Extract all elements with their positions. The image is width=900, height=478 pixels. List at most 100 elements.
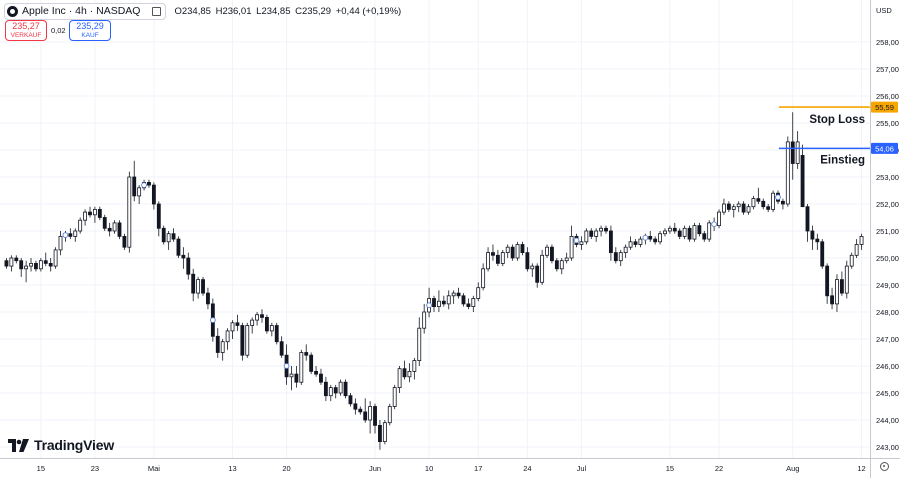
candle-body — [201, 279, 205, 294]
y-tick-label: 252,00 — [876, 200, 899, 209]
event-marker — [711, 221, 717, 228]
candle-body — [338, 381, 343, 394]
y-tick-label: 248,00 — [876, 308, 899, 317]
candle-body — [500, 252, 505, 264]
candle-body — [215, 335, 220, 353]
ohlc-values: O234,85 H236,01 L234,85 C235,29 +0,44 (+… — [174, 6, 403, 17]
candle-body — [579, 241, 584, 245]
candle-body — [599, 227, 604, 232]
sell-price: 235,27 — [12, 20, 40, 31]
candle-body — [83, 211, 88, 221]
candle-body — [4, 260, 9, 267]
x-tick-label: Mai — [148, 464, 160, 473]
candle-body — [687, 227, 692, 240]
level-name-label: Stop Loss — [809, 114, 865, 126]
candle-body — [471, 298, 476, 308]
candle-body — [790, 141, 795, 164]
y-tick-label: 247,00 — [876, 335, 899, 344]
sell-button[interactable]: 235,27 VERKAUF — [5, 20, 47, 41]
event-marker — [642, 234, 649, 241]
candle-body — [520, 244, 525, 254]
candle-body — [378, 424, 382, 442]
candle-body — [38, 260, 43, 270]
symbol-selector[interactable]: Apple Inc · 4h · NASDAQ — [4, 2, 167, 20]
candle-body — [112, 222, 117, 232]
candle-body — [535, 265, 540, 283]
candle-body — [771, 192, 776, 210]
candle-body — [726, 203, 731, 210]
candle-body — [220, 341, 225, 353]
y-tick-label: 244,00 — [876, 416, 899, 425]
candle-body — [604, 227, 608, 232]
candle-body — [756, 198, 761, 202]
candle-body — [815, 238, 820, 243]
candle-body — [309, 354, 314, 372]
candle-body — [795, 141, 800, 164]
candle-body — [859, 235, 864, 245]
candle-body — [92, 208, 97, 216]
candle-body — [466, 303, 471, 307]
y-tick-label: 256,00 — [876, 92, 899, 101]
candle-body — [785, 141, 790, 205]
x-tick-label: 15 — [666, 464, 674, 473]
tradingview-logo[interactable]: TradingView — [8, 437, 114, 453]
currency-label[interactable]: USD — [876, 6, 892, 15]
candle-body — [839, 279, 844, 294]
candle-body — [751, 198, 756, 208]
candle-body — [628, 241, 633, 248]
close-label: C — [295, 5, 303, 17]
candle-body — [613, 252, 618, 262]
candle-body — [68, 233, 73, 237]
tradingview-logo-icon — [8, 438, 29, 452]
event-marker — [62, 232, 69, 238]
settings-gear-icon[interactable] — [880, 462, 889, 471]
candle-body — [761, 200, 766, 208]
candle-body — [780, 200, 785, 205]
candle-body — [147, 181, 151, 186]
candle-body — [515, 244, 520, 259]
level-price-label: 55,59 — [875, 103, 894, 112]
candle-body — [569, 235, 574, 259]
candle-body — [608, 230, 613, 254]
candle-body — [554, 260, 559, 270]
candle-body — [29, 262, 33, 267]
buy-price: 235,29 — [76, 20, 104, 31]
candle-body — [412, 360, 417, 372]
candle-body — [279, 341, 284, 356]
candle-body — [127, 176, 132, 248]
candle-body — [663, 230, 667, 235]
low-value: 234,85 — [261, 5, 291, 17]
buy-label: KAUF — [81, 31, 99, 39]
candle-body — [436, 300, 441, 308]
y-tick-label: 257,00 — [876, 65, 899, 74]
candle-body — [255, 314, 260, 321]
low-label: L — [256, 5, 262, 17]
candle-body — [319, 373, 323, 383]
level-price-tag — [871, 142, 898, 154]
candle-body — [746, 206, 751, 213]
compare-icon[interactable] — [152, 6, 162, 16]
candle-body — [102, 217, 107, 229]
candle-body — [559, 260, 564, 270]
candle-body — [722, 203, 726, 213]
candle-body — [78, 219, 83, 232]
candle-body — [304, 352, 309, 356]
candle-body — [677, 230, 682, 237]
candle-body — [328, 387, 333, 397]
level-price-tag — [871, 101, 898, 113]
trade-panel: 235,27 VERKAUF 0,02 235,29 KAUF — [5, 20, 111, 41]
event-marker — [573, 237, 580, 244]
candle-body — [476, 287, 481, 299]
buy-button[interactable]: 235,29 KAUF — [69, 20, 111, 41]
candle-body — [181, 254, 186, 259]
candle-body — [353, 403, 358, 410]
candle-body — [343, 381, 348, 397]
candle-body — [358, 408, 363, 413]
candle-body — [73, 230, 78, 237]
candle-body — [810, 230, 815, 240]
candle-body — [294, 373, 299, 383]
candle-body — [594, 230, 599, 237]
candle-body — [43, 260, 48, 264]
candle-body — [88, 211, 92, 216]
